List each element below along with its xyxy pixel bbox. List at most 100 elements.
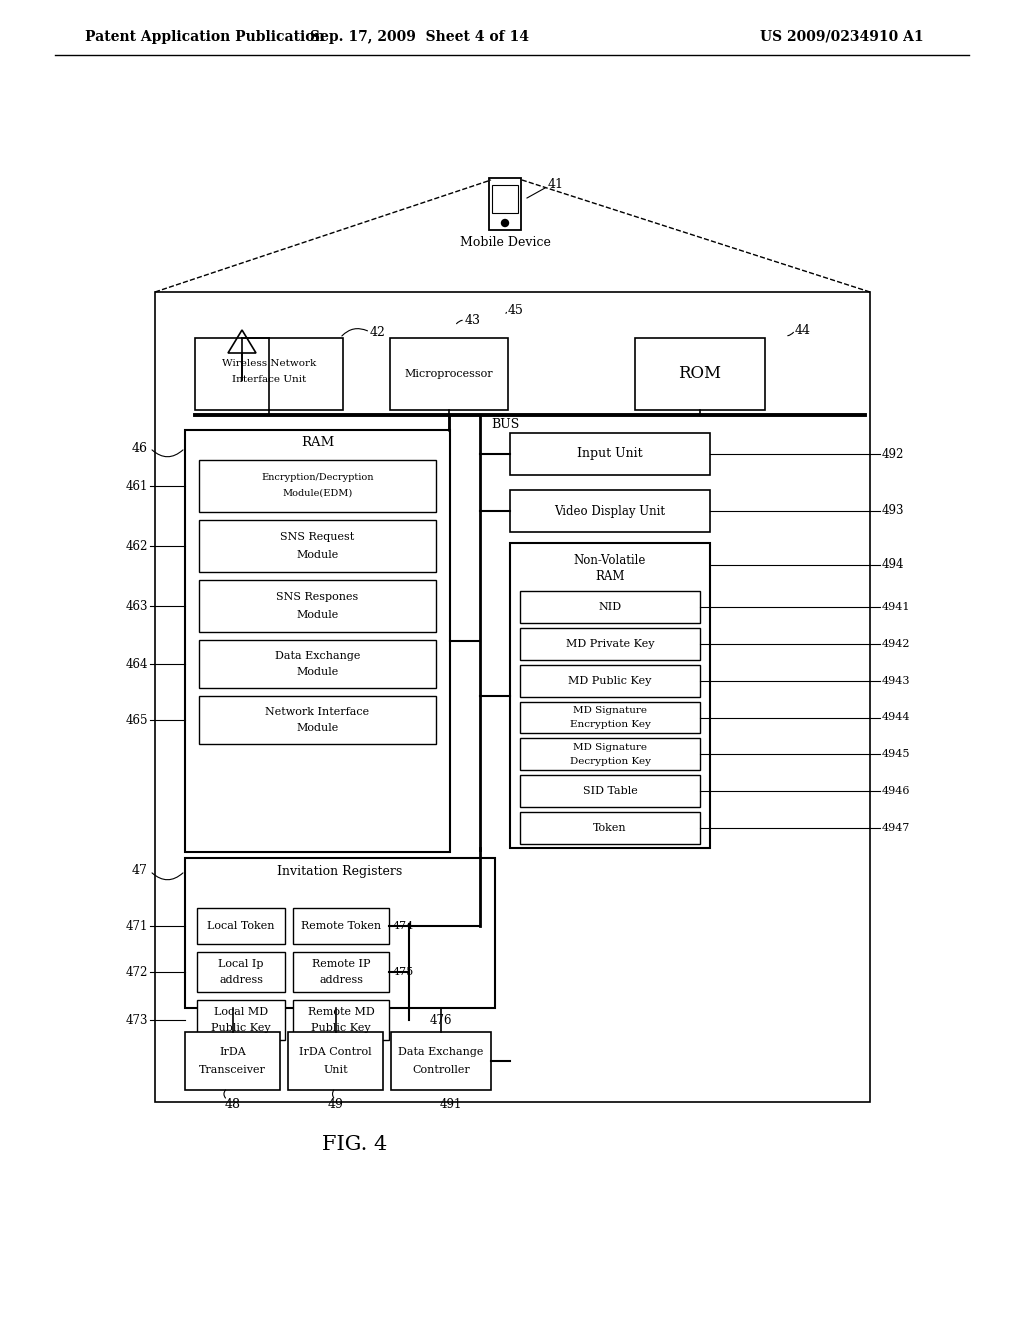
Bar — [492, 185, 518, 213]
Bar — [293, 908, 389, 944]
Bar — [391, 1032, 490, 1090]
Text: Microprocessor: Microprocessor — [404, 370, 494, 379]
Bar — [520, 701, 700, 734]
Text: 472: 472 — [126, 965, 148, 978]
Text: Module: Module — [296, 550, 339, 560]
Text: address: address — [219, 975, 263, 985]
Text: Non-Volatile: Non-Volatile — [573, 554, 646, 568]
Bar — [293, 952, 389, 993]
Bar — [510, 433, 710, 475]
Text: Encryption Key: Encryption Key — [569, 719, 650, 729]
Text: 471: 471 — [126, 920, 148, 932]
Text: RAM: RAM — [595, 569, 625, 582]
Text: 4946: 4946 — [882, 787, 910, 796]
Bar — [520, 665, 700, 697]
Text: 4944: 4944 — [882, 713, 910, 722]
Text: Encryption/Decryption: Encryption/Decryption — [261, 473, 374, 482]
Text: Data Exchange: Data Exchange — [398, 1047, 483, 1057]
Text: Sep. 17, 2009  Sheet 4 of 14: Sep. 17, 2009 Sheet 4 of 14 — [310, 30, 529, 44]
Text: 4942: 4942 — [882, 639, 910, 649]
Bar — [155, 292, 870, 1102]
Text: 4941: 4941 — [882, 602, 910, 612]
Text: Invitation Registers: Invitation Registers — [278, 865, 402, 878]
Text: Unit: Unit — [324, 1065, 348, 1074]
Text: 46: 46 — [132, 441, 148, 454]
Bar — [390, 338, 508, 411]
Bar — [199, 640, 436, 688]
Text: 41: 41 — [548, 178, 564, 191]
Bar — [520, 628, 700, 660]
Text: ROM: ROM — [679, 366, 722, 383]
Text: RAM: RAM — [301, 437, 334, 450]
Text: MD Signature: MD Signature — [573, 706, 647, 715]
Text: Input Unit: Input Unit — [578, 447, 643, 461]
Text: Module: Module — [296, 610, 339, 620]
Text: Patent Application Publication: Patent Application Publication — [85, 30, 325, 44]
Text: Transceiver: Transceiver — [199, 1065, 266, 1074]
Bar — [199, 520, 436, 572]
Text: 476: 476 — [430, 1014, 453, 1027]
Text: IrDA Control: IrDA Control — [299, 1047, 372, 1057]
Text: SID Table: SID Table — [583, 787, 637, 796]
Text: 48: 48 — [224, 1097, 241, 1110]
Bar — [635, 338, 765, 411]
Text: Local Ip: Local Ip — [218, 960, 264, 969]
Text: 462: 462 — [126, 540, 148, 553]
Text: Public Key: Public Key — [211, 1023, 270, 1034]
Text: Local MD: Local MD — [214, 1007, 268, 1016]
Text: BUS: BUS — [490, 418, 519, 432]
Bar — [185, 430, 450, 851]
Text: 492: 492 — [882, 447, 904, 461]
Text: MD Signature: MD Signature — [573, 743, 647, 752]
Text: Interface Unit: Interface Unit — [231, 375, 306, 384]
Text: 4943: 4943 — [882, 676, 910, 685]
Text: 4947: 4947 — [882, 824, 910, 833]
Text: NID: NID — [598, 602, 622, 612]
Text: Module: Module — [296, 667, 339, 677]
Text: Controller: Controller — [412, 1065, 470, 1074]
Text: 493: 493 — [882, 504, 904, 517]
Text: 44: 44 — [795, 323, 811, 337]
Text: 491: 491 — [440, 1097, 462, 1110]
Text: 42: 42 — [370, 326, 386, 338]
Text: SNS Request: SNS Request — [281, 532, 354, 543]
Text: Remote IP: Remote IP — [311, 960, 371, 969]
Text: IrDA: IrDA — [219, 1047, 246, 1057]
Bar — [199, 459, 436, 512]
Bar — [520, 738, 700, 771]
Bar — [520, 812, 700, 843]
Text: Decryption Key: Decryption Key — [569, 756, 650, 766]
Text: 4945: 4945 — [882, 750, 910, 759]
Bar — [197, 908, 285, 944]
Text: 463: 463 — [126, 599, 148, 612]
Bar — [510, 490, 710, 532]
Text: address: address — [319, 975, 362, 985]
Text: FIG. 4: FIG. 4 — [323, 1135, 388, 1155]
Text: Module: Module — [296, 723, 339, 733]
Text: 494: 494 — [882, 558, 904, 572]
Text: US 2009/0234910 A1: US 2009/0234910 A1 — [760, 30, 924, 44]
Text: MD Private Key: MD Private Key — [565, 639, 654, 649]
Text: Mobile Device: Mobile Device — [460, 235, 551, 248]
Text: Video Display Unit: Video Display Unit — [555, 504, 666, 517]
Circle shape — [502, 219, 509, 227]
Text: 464: 464 — [126, 657, 148, 671]
Text: Network Interface: Network Interface — [265, 708, 370, 717]
Bar — [293, 1001, 389, 1040]
Bar — [288, 1032, 383, 1090]
Text: 47: 47 — [132, 865, 148, 878]
Text: Local Token: Local Token — [207, 921, 274, 931]
Text: 473: 473 — [126, 1014, 148, 1027]
Text: Token: Token — [593, 824, 627, 833]
Text: Data Exchange: Data Exchange — [274, 651, 360, 661]
Text: Wireless Network: Wireless Network — [222, 359, 316, 368]
Text: MD Public Key: MD Public Key — [568, 676, 651, 685]
Bar — [185, 858, 495, 1008]
Text: 465: 465 — [126, 714, 148, 726]
Text: Public Key: Public Key — [311, 1023, 371, 1034]
Text: Remote MD: Remote MD — [307, 1007, 375, 1016]
Bar — [489, 178, 521, 230]
Bar — [185, 1032, 280, 1090]
Bar — [199, 579, 436, 632]
Bar — [520, 591, 700, 623]
